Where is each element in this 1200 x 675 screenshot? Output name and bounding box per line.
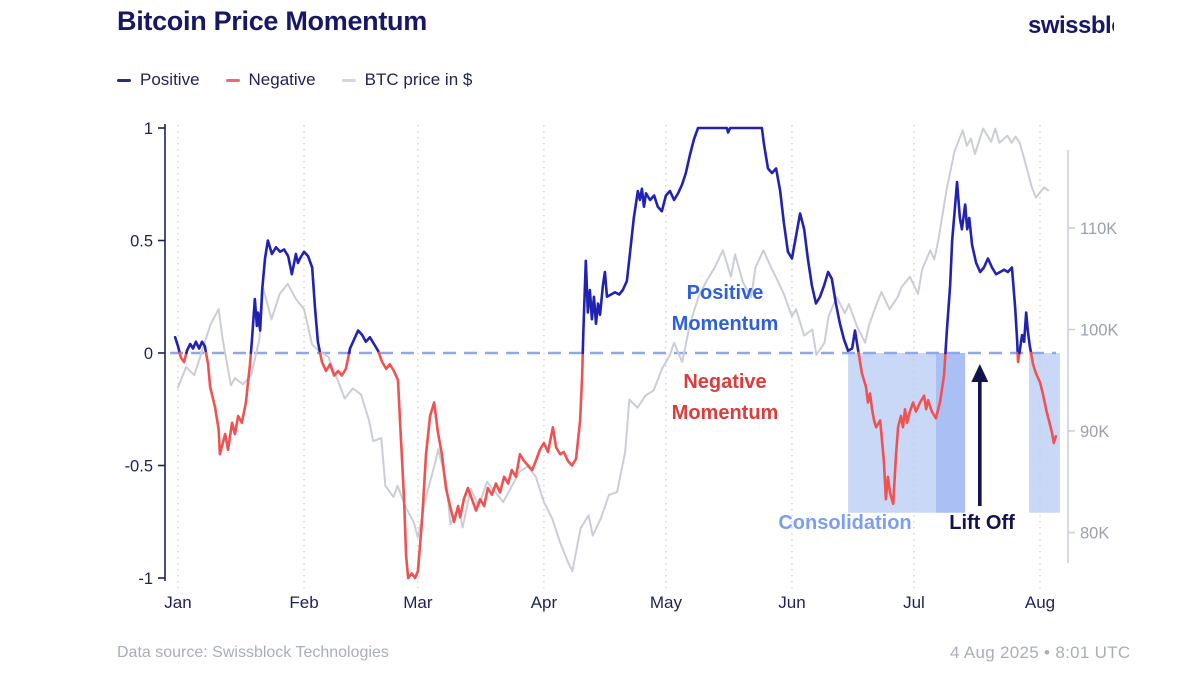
btc-price-line bbox=[177, 127, 1050, 573]
left-axis-tick-label: -0.5 bbox=[125, 458, 153, 476]
momentum-negative-segment bbox=[178, 351, 188, 364]
legend-label-positive: Positive bbox=[140, 70, 200, 89]
positive-momentum-line2: Momentum bbox=[671, 313, 779, 335]
left-axis-tick-label: -1 bbox=[138, 570, 153, 588]
consolidation-annotation: Consolidation bbox=[778, 512, 912, 534]
momentum-negative-segment bbox=[857, 351, 947, 506]
legend-item-positive: Positive bbox=[117, 70, 200, 90]
data-source-note: Data source: Swissblock Technologies bbox=[117, 644, 389, 661]
momentum-negative-segment bbox=[318, 351, 351, 377]
legend-label-negative: Negative bbox=[248, 70, 316, 89]
swissblock-logo: swissblock bbox=[1028, 12, 1114, 39]
momentum-positive-segment bbox=[1018, 311, 1033, 355]
month-label: Jun bbox=[778, 593, 805, 612]
left-axis-tick-label: 0 bbox=[144, 345, 153, 363]
legend-label-btc-price: BTC price in $ bbox=[364, 70, 473, 89]
positive-momentum-annotation: Positive Momentum bbox=[615, 278, 835, 340]
right-axis-tick-label: 80K bbox=[1080, 525, 1109, 543]
consolidation-band-light bbox=[848, 353, 936, 513]
month-label: Apr bbox=[531, 593, 558, 612]
liftoff-arrow-head bbox=[971, 364, 989, 382]
negative-momentum-line2: Momentum bbox=[671, 402, 779, 424]
momentum-negative-segment bbox=[377, 351, 585, 580]
left-axis-tick-label: 1 bbox=[144, 120, 153, 138]
month-label: May bbox=[650, 593, 683, 612]
momentum-negative-segment bbox=[1029, 351, 1058, 445]
right-axis-tick-label: 90K bbox=[1080, 423, 1109, 441]
momentum-positive-segment bbox=[347, 329, 381, 355]
momentum-positive-segment bbox=[944, 180, 1019, 355]
timestamp: 4 Aug 2025 • 8:01 UTC bbox=[950, 643, 1131, 662]
momentum-positive-segment bbox=[581, 126, 860, 355]
momentum-negative-segment bbox=[1016, 351, 1021, 364]
positive-momentum-line1: Positive bbox=[686, 282, 764, 304]
negative-line-swatch bbox=[225, 78, 240, 82]
month-label: Aug bbox=[1025, 593, 1055, 612]
negative-momentum-annotation: Negative Momentum bbox=[615, 367, 835, 429]
momentum-positive-segment bbox=[185, 340, 208, 355]
legend-item-btc-price: BTC price in $ bbox=[341, 70, 473, 90]
left-axis-tick-label: 0.5 bbox=[130, 233, 153, 251]
chart-legend: Positive Negative BTC price in $ bbox=[117, 70, 472, 90]
positive-line-swatch bbox=[117, 78, 131, 82]
momentum-negative-segment bbox=[204, 351, 253, 456]
month-label: Feb bbox=[289, 593, 318, 612]
liftoff-annotation: Lift Off bbox=[949, 512, 1015, 534]
consolidation-band-dark bbox=[935, 353, 966, 513]
consolidation-band-light bbox=[1029, 353, 1060, 513]
right-axis-tick-label: 100K bbox=[1080, 322, 1119, 340]
page-title: Bitcoin Price Momentum bbox=[117, 6, 427, 36]
month-label: Jul bbox=[903, 593, 925, 612]
negative-momentum-line1: Negative bbox=[683, 371, 767, 393]
legend-item-negative: Negative bbox=[225, 70, 316, 90]
btc-price-line-swatch bbox=[341, 78, 356, 82]
month-label: Jan bbox=[164, 593, 191, 612]
month-label: Mar bbox=[403, 593, 433, 612]
momentum-positive-segment bbox=[249, 239, 322, 355]
right-axis-tick-label: 110K bbox=[1080, 220, 1117, 238]
momentum-positive-segment bbox=[173, 335, 182, 355]
